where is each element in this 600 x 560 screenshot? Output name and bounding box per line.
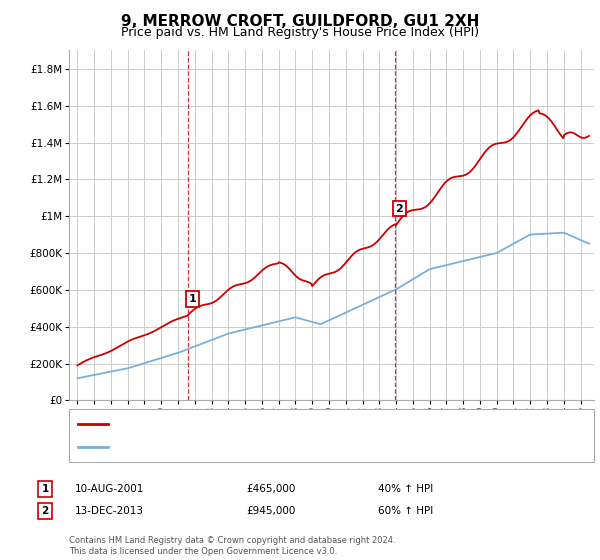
Text: 1: 1: [41, 484, 49, 494]
Text: £465,000: £465,000: [246, 484, 295, 494]
Text: 2: 2: [395, 204, 403, 213]
Text: 13-DEC-2013: 13-DEC-2013: [75, 506, 144, 516]
Text: 9, MERROW CROFT, GUILDFORD, GU1 2XH (detached house): 9, MERROW CROFT, GUILDFORD, GU1 2XH (det…: [113, 419, 429, 429]
Text: 40% ↑ HPI: 40% ↑ HPI: [378, 484, 433, 494]
Text: Contains HM Land Registry data © Crown copyright and database right 2024.
This d: Contains HM Land Registry data © Crown c…: [69, 536, 395, 556]
Text: Price paid vs. HM Land Registry's House Price Index (HPI): Price paid vs. HM Land Registry's House …: [121, 26, 479, 39]
Text: £945,000: £945,000: [246, 506, 295, 516]
Text: 60% ↑ HPI: 60% ↑ HPI: [378, 506, 433, 516]
Text: HPI: Average price, detached house, Guildford: HPI: Average price, detached house, Guil…: [113, 442, 354, 452]
Text: 1: 1: [188, 294, 196, 304]
Text: 2: 2: [41, 506, 49, 516]
Text: 10-AUG-2001: 10-AUG-2001: [75, 484, 145, 494]
Text: 9, MERROW CROFT, GUILDFORD, GU1 2XH: 9, MERROW CROFT, GUILDFORD, GU1 2XH: [121, 14, 479, 29]
